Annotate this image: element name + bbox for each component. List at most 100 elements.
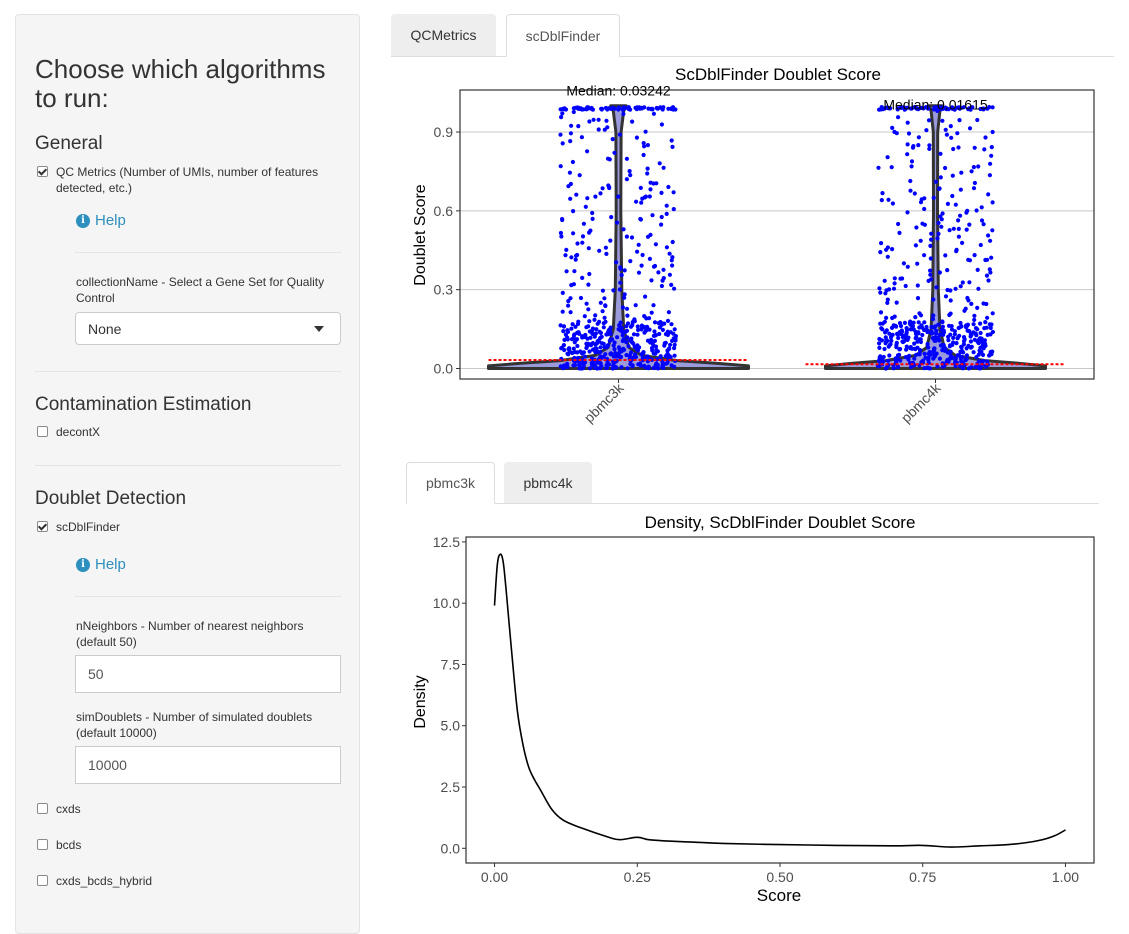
violin-point [565, 328, 570, 333]
scdblfinder-checkbox[interactable] [37, 521, 48, 532]
violin-point [985, 359, 990, 364]
violin-point [594, 346, 599, 351]
tab-pbmc4k[interactable]: pbmc4k [504, 462, 592, 503]
cxds-checkbox[interactable] [37, 803, 48, 814]
violin-point [562, 363, 567, 368]
violin-point [647, 194, 652, 199]
violin-point [900, 276, 905, 281]
violin-point [894, 343, 899, 348]
violin-point [987, 322, 992, 327]
violin-point [590, 326, 595, 331]
violin-point [645, 171, 650, 176]
violin-point [582, 354, 587, 359]
violin-point [877, 336, 882, 342]
hybrid-option[interactable]: cxds_bcds_hybrid [37, 873, 152, 889]
qc-metrics-checkbox[interactable] [37, 166, 48, 177]
cxds-option[interactable]: cxds [37, 801, 81, 817]
violin-point [578, 295, 584, 301]
violin-point [622, 292, 627, 297]
violin-point [927, 146, 932, 151]
nneighbors-input[interactable]: 50 [75, 655, 341, 693]
simdoublets-input[interactable]: 10000 [75, 746, 341, 784]
violin-point [931, 313, 936, 318]
violin-point [922, 320, 927, 325]
violin-point [880, 191, 885, 196]
tab-pbmc3k[interactable]: pbmc3k [406, 462, 495, 504]
bcds-option[interactable]: bcds [37, 837, 81, 853]
violin-point [892, 276, 897, 281]
violin-point [926, 345, 931, 350]
violin-point [919, 325, 925, 330]
violin-point [670, 263, 675, 268]
violin-point [619, 349, 624, 354]
violin-point [927, 143, 932, 148]
scdblfinder-option[interactable]: scDblFinder [37, 519, 120, 535]
violin-point [568, 310, 573, 315]
violin-point [653, 333, 658, 338]
violin-point [570, 322, 575, 327]
simdoublets-value: 10000 [88, 757, 127, 773]
hybrid-checkbox[interactable] [37, 875, 48, 886]
violin-point [571, 231, 576, 236]
violin-point [927, 366, 933, 371]
collection-name-label: collectionName - Select a Gene Set for Q… [76, 275, 325, 305]
violin-point [645, 166, 650, 171]
collection-name-select[interactable]: None [75, 312, 341, 345]
qc-help-link[interactable]: i Help [76, 212, 126, 229]
violin-point [560, 217, 565, 223]
violin-point [912, 346, 917, 351]
violin-point [599, 341, 604, 346]
violin-point [990, 200, 995, 205]
scdblfinder-help-link[interactable]: i Help [76, 556, 126, 573]
violin-point [635, 324, 640, 329]
violin-point [892, 314, 897, 319]
tab-qcmetrics[interactable]: QCMetrics [391, 14, 496, 56]
violin-point [664, 211, 669, 216]
violin-point [649, 310, 654, 315]
violin-point [885, 155, 890, 160]
violin-point [945, 201, 951, 206]
violin-point [965, 295, 970, 301]
violin-point [586, 324, 591, 329]
violin-point [966, 107, 971, 112]
violin-point [665, 354, 670, 359]
violin-point [574, 192, 579, 197]
violin-point [583, 204, 588, 209]
violin-point [672, 353, 677, 358]
violin-point [889, 325, 895, 330]
violin-point [931, 297, 936, 302]
violin-point [972, 180, 978, 186]
decontx-option[interactable]: decontX [37, 424, 100, 440]
violin-point [635, 332, 640, 337]
violin-point [648, 232, 653, 237]
violin-point [646, 364, 651, 369]
violin-point [905, 264, 910, 269]
nneighbors-value: 50 [88, 666, 104, 682]
qc-metrics-option[interactable]: QC Metrics (Number of UMIs, number of fe… [37, 164, 337, 196]
violin-point [988, 161, 993, 166]
bcds-checkbox[interactable] [37, 839, 48, 850]
violin-point [877, 107, 882, 112]
violin-point [592, 362, 597, 367]
violin-point [566, 299, 571, 304]
violin-point [641, 141, 646, 146]
violin-point [947, 312, 952, 318]
tab-scdblfinder[interactable]: scDblFinder [506, 14, 620, 57]
violin-point [601, 321, 606, 326]
violin-point [659, 283, 664, 289]
violin-point [570, 159, 575, 165]
violin-point [925, 342, 930, 347]
violin-point [622, 295, 627, 300]
violin-point [946, 338, 951, 343]
violin-point [657, 331, 662, 337]
violin-point [895, 331, 900, 336]
violin-point [988, 238, 993, 243]
violin-point [600, 288, 605, 293]
density-curve [493, 553, 1066, 848]
violin-point [916, 143, 921, 148]
decontx-checkbox[interactable] [37, 426, 48, 437]
violin-point [645, 143, 650, 148]
violin-point [986, 192, 991, 197]
violin-point [878, 354, 883, 359]
violin-point [953, 202, 958, 207]
